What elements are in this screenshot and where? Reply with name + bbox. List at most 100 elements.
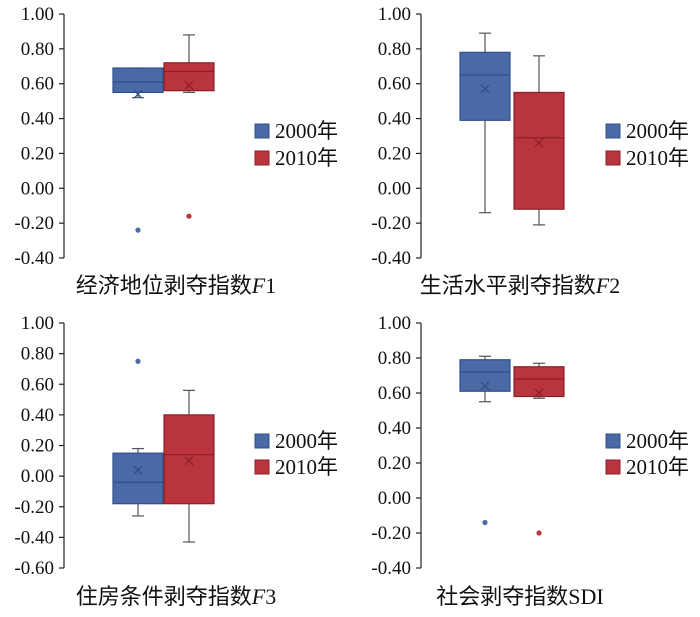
legend-label: 2000年 [275,429,338,453]
panel-title-variable: F [251,273,266,298]
y-tick-label: -0.40 [371,248,411,269]
box-iqr [459,51,511,121]
legend-label: 2000年 [626,429,689,453]
legend-swatch [254,459,270,475]
y-tick-label: 0.80 [21,344,54,365]
outlier-point [482,519,488,526]
legend-swatch [605,150,621,166]
legend-swatch [254,150,270,166]
box-iqr [163,62,215,92]
box-series-2010 [163,389,215,543]
y-tick-label: 1.00 [21,313,54,334]
panel-title-index: 2 [609,273,620,298]
box-series-2010 [513,55,565,226]
panel-title: 住房条件剥夺指数F3 [76,584,276,609]
box-iqr [112,452,164,505]
panel-title-main: 经济地位剥夺指数 [76,273,252,298]
y-tick-label: 0.40 [378,418,411,439]
y-tick-label: 0.00 [21,466,54,487]
legend-swatch [605,459,621,475]
legend-label: 2010年 [626,146,689,170]
chart-panel-2: 1.000.800.600.400.200.00-0.20-0.402000年2… [371,4,689,298]
box-iqr [112,67,164,94]
mean-marker [133,89,143,99]
box-series-2000 [112,67,164,233]
box-series-2000 [112,358,164,517]
legend: 2000年 2010年 [605,119,689,170]
y-tick-label: 0.20 [21,436,54,457]
y-tick-label: 0.80 [21,39,54,60]
y-tick-label: 1.00 [21,4,54,25]
y-tick-label: 0.60 [21,374,54,395]
y-tick-label: -0.60 [14,558,54,579]
box-series-2000 [459,32,511,214]
y-tick-label: 0.60 [378,74,411,95]
panel-title: 社会剥夺指数SDI [436,584,603,609]
chart-panel-1: 1.000.800.600.400.200.00-0.20-0.402000年2… [14,4,338,298]
y-tick-label: 0.40 [21,109,54,130]
y-tick-label: -0.40 [14,248,54,269]
panel-title-index: 3 [265,584,276,609]
outlier-point [186,213,192,219]
mean-marker [480,84,490,94]
y-tick-label: 1.00 [378,4,411,25]
mean-marker [534,138,544,148]
box-iqr [513,366,565,398]
legend-swatch [254,123,270,139]
y-tick-label: 0.00 [378,488,411,509]
y-tick-label: 0.20 [378,143,411,164]
panel-title: 生活水平剥夺指数F2 [420,273,620,298]
y-tick-label: -0.20 [371,213,411,234]
y-tick-label: 0.60 [378,383,411,404]
panel-title-main: 社会剥夺指数SDI [436,584,603,609]
mean-marker [480,381,490,391]
mean-marker [184,456,194,466]
legend-label: 2000年 [275,119,338,143]
box-series-2010 [163,34,215,219]
legend: 2000年 2010年 [254,119,338,170]
y-tick-label: 0.40 [378,109,411,130]
y-tick-label: 0.20 [21,143,54,164]
legend-swatch [605,123,621,139]
legend-label: 2010年 [275,146,338,170]
legend-label: 2010年 [275,455,338,479]
box-iqr [513,91,565,210]
y-tick-label: -0.40 [371,558,411,579]
legend-swatch [254,433,270,449]
y-tick-label: 0.80 [378,39,411,60]
y-tick-label: -0.20 [14,497,54,518]
chart-panel-4: 1.00 0.80 0.60 0.40 0.20 0.00 -0.20 -0.40 2000年2… [371,313,689,609]
box-series-2010 [513,362,565,536]
y-tick-label: 0.40 [21,405,54,426]
outlier-point [536,530,542,536]
y-tick-label: 0.00 [21,178,54,199]
outlier-point [135,227,141,233]
y-tick-label: 0.60 [21,74,54,95]
panel-title-main: 生活水平剥夺指数 [420,273,596,298]
panel-title: 经济地位剥夺指数F1 [76,273,276,298]
panel-title-variable: F [251,584,266,609]
outlier-point [135,358,141,364]
mean-marker [184,80,194,90]
legend-swatch [605,433,621,449]
box-iqr [163,414,215,505]
y-tick-label: 0.80 [378,348,411,369]
y-tick-label: -0.20 [14,213,54,234]
mean-marker [534,388,544,398]
y-tick-label: 0.00 [378,178,411,199]
panel-title-index: 1 [265,273,276,298]
legend-label: 2000年 [626,119,689,143]
panel-title-main: 住房条件剥夺指数 [76,584,252,609]
chart-panel-3: 1.00 0.80 0.60 0.40 0.20 0.00 -0.20 -0.40 -0.60 2… [14,313,338,609]
mean-marker [133,465,143,475]
legend-label: 2010年 [626,455,689,479]
panel-title-variable: F [595,273,610,298]
y-tick-label: 1.00 [378,313,411,334]
y-tick-label: -0.20 [371,523,411,544]
box-series-2000 [459,355,511,526]
y-tick-label: -0.40 [14,527,54,548]
